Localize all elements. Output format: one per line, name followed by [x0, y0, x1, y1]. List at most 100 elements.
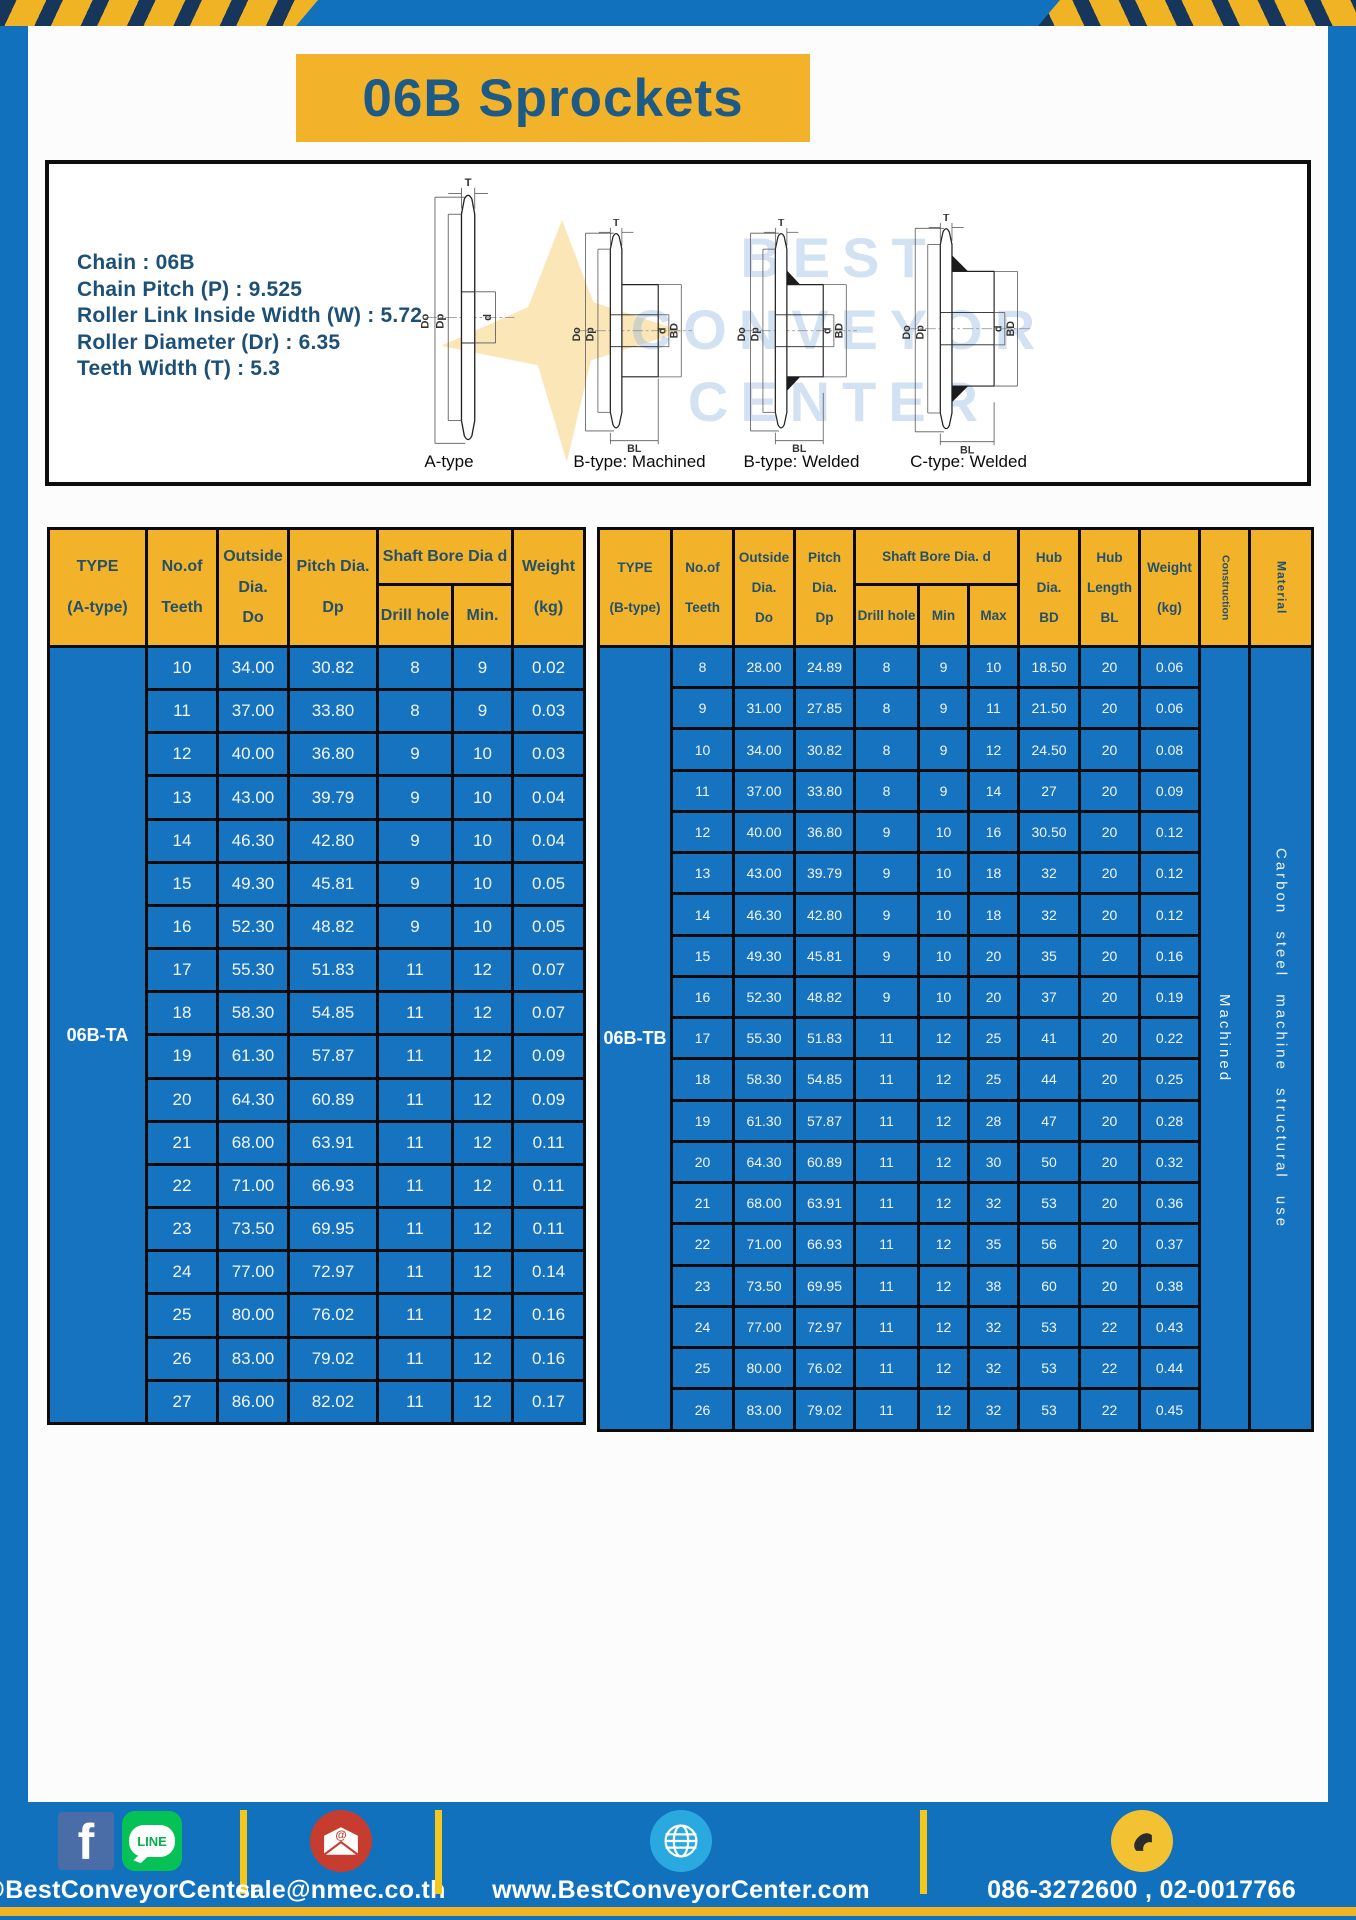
- table-cell: 11: [376, 1033, 454, 1080]
- svg-text:Do: Do: [571, 327, 583, 342]
- table-cell: 11: [853, 1222, 920, 1267]
- table-cell: 10: [917, 892, 970, 937]
- svg-text:T: T: [778, 219, 785, 229]
- table-cell: 20: [145, 1076, 219, 1123]
- table-cell: 0.44: [1138, 1345, 1202, 1391]
- table-cell: 0.19: [1138, 974, 1202, 1020]
- table-row: 24 77.00 72.97 11 12 0.14: [49, 1249, 586, 1296]
- col-header-shaft-bore-group: Shaft Bore Dia d: [376, 527, 514, 586]
- table-cell: 0.16: [511, 1292, 586, 1339]
- table-cell: 61.30: [216, 1033, 290, 1080]
- table-cell: 8: [670, 644, 735, 690]
- table-cell: 0.12: [1138, 809, 1202, 855]
- table-cell: 14: [145, 817, 219, 864]
- col-header-hub-length: Hub Length BL: [1078, 527, 1142, 648]
- table-cell: 12: [145, 731, 219, 778]
- mail-icon[interactable]: @: [310, 1810, 372, 1872]
- b-type-table: TYPE (B-type) No.of Teeth Outside Dia. Do Pi…: [597, 527, 1315, 1432]
- table-cell: 13: [145, 774, 219, 821]
- header-row: Drill hole Min.: [49, 583, 585, 648]
- table-cell: 32: [1017, 851, 1082, 896]
- b-type-table-header: TYPE (B-type) No.of Teeth Outside Dia. Do Pi…: [597, 527, 1315, 648]
- caption-c-type-welded: C-type: Welded: [910, 452, 1027, 471]
- svg-text:BD: BD: [669, 323, 681, 339]
- table-cell: 0.16: [1138, 933, 1202, 978]
- table-cell: 39.79: [287, 774, 379, 821]
- table-cell: 68.00: [732, 1181, 796, 1226]
- table-cell: 27.85: [793, 686, 856, 731]
- table-cell: 60: [1017, 1263, 1082, 1308]
- table-cell: 53: [1017, 1304, 1082, 1349]
- svg-text:d: d: [656, 327, 668, 334]
- table-cell: 30.82: [793, 727, 856, 772]
- table-cell: 12: [917, 1098, 970, 1143]
- table-cell: 11: [966, 686, 1021, 731]
- table-row: 21 68.00 63.91 11 12 0.11: [49, 1119, 586, 1166]
- table-cell: 83.00: [216, 1335, 290, 1382]
- table-cell: 20: [670, 1139, 735, 1185]
- svg-text:T: T: [943, 214, 950, 224]
- table-cell: 40.00: [216, 731, 290, 778]
- table-cell: 20: [1078, 1263, 1142, 1308]
- table-cell: 22: [1078, 1387, 1142, 1432]
- svg-text:BD: BD: [1005, 321, 1017, 337]
- facebook-icon[interactable]: f: [58, 1812, 114, 1870]
- col-header-min: Min.: [451, 583, 514, 648]
- spec-roller-link-width: Roller Link Inside Width (W) : 5.72: [77, 304, 423, 327]
- table-row: 15 49.30 45.81 9 10 20 35 20 0.16: [599, 933, 1313, 978]
- phone-icon[interactable]: [1110, 1810, 1173, 1872]
- caption-b-type-welded: B-type: Welded: [743, 452, 860, 471]
- table-cell: 11: [376, 1206, 454, 1253]
- spec-list: Chain : 06B Chain Pitch (P) : 9.525 Roll…: [77, 250, 422, 383]
- table-cell: 11: [376, 1249, 454, 1296]
- table-cell: 9: [853, 892, 920, 937]
- table-cell: 0.43: [1138, 1304, 1202, 1349]
- table-cell: 12: [451, 1249, 514, 1296]
- table-cell: 53: [1017, 1345, 1082, 1391]
- table-cell: 20: [1078, 768, 1142, 813]
- table-cell: 0.11: [511, 1162, 586, 1210]
- table-cell: 37.00: [732, 768, 796, 813]
- table-cell: 51.83: [793, 1016, 856, 1061]
- svg-text:BL: BL: [627, 443, 642, 454]
- table-row: 11 37.00 33.80 8 9 0.03: [49, 688, 586, 735]
- col-header-pitch-dia: Pitch Dia. Dp: [287, 527, 379, 648]
- table-cell: 0.04: [511, 817, 586, 864]
- table-row: 24 77.00 72.97 11 12 32 53 22 0.43: [599, 1304, 1313, 1349]
- svg-text:Do: Do: [736, 327, 748, 342]
- table-cell: 52.30: [732, 974, 796, 1020]
- spec-chain-pitch: Chain Pitch (P) : 9.525: [77, 277, 303, 301]
- header-row: TYPE (A-type) No.of Teeth Outside Dia. Do Pi…: [47, 527, 586, 648]
- table-cell: 69.95: [287, 1206, 379, 1253]
- table-cell: 49.30: [216, 860, 290, 907]
- table-cell: 53: [1017, 1181, 1082, 1226]
- table-cell: 0.12: [1138, 851, 1202, 896]
- table-cell: 25: [145, 1292, 219, 1339]
- table-cell: 52.30: [216, 903, 290, 951]
- table-cell: 12: [451, 1119, 514, 1166]
- table-cell: 68.00: [216, 1119, 290, 1166]
- col-header-outside-dia: Outside Dia. Do: [732, 527, 796, 648]
- b-type-machined-drawing: T Do Dp d BD BL: [571, 219, 692, 454]
- table-cell: 9: [853, 974, 920, 1020]
- table-row: 25 80.00 76.02 11 12 32 53 22 0.44: [599, 1345, 1313, 1391]
- table-cell: 42.80: [793, 892, 856, 937]
- col-header-shaft-bore-group: Shaft Bore Dia. d: [852, 527, 1021, 586]
- table-cell: 9: [376, 903, 454, 951]
- globe-icon[interactable]: [650, 1810, 712, 1872]
- table-cell: 17: [670, 1016, 735, 1061]
- table-cell: 76.02: [793, 1345, 856, 1391]
- b-type-welded-drawing: T Do Dp d BD BL: [736, 219, 857, 454]
- table-cell: 32: [966, 1304, 1021, 1349]
- table-cell: 20: [1078, 686, 1142, 731]
- table-cell: 0.36: [1138, 1181, 1202, 1226]
- construction-value: Machined: [1198, 645, 1252, 1432]
- table-cell: 12: [451, 1076, 514, 1123]
- table-cell: 14: [670, 892, 735, 937]
- table-row: 18 58.30 54.85 11 12 0.07: [49, 990, 586, 1037]
- table-cell: 20: [966, 974, 1021, 1020]
- svg-text:Dp: Dp: [584, 327, 596, 342]
- line-icon[interactable]: LINE: [122, 1811, 182, 1871]
- table-cell: 20: [966, 933, 1021, 978]
- table-cell: 8: [376, 688, 454, 735]
